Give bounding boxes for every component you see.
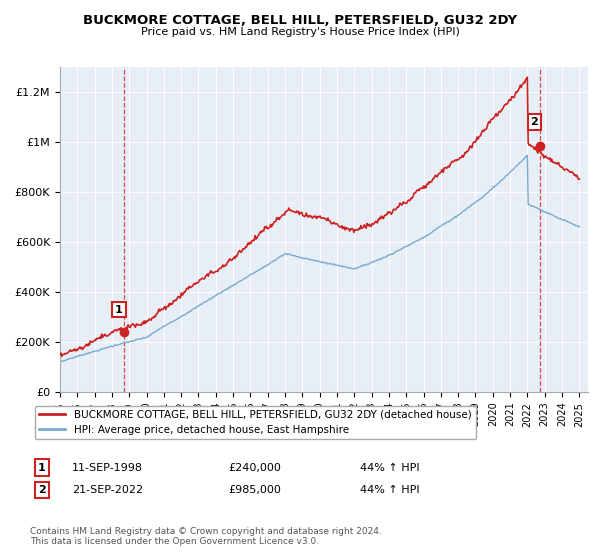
Legend: BUCKMORE COTTAGE, BELL HILL, PETERSFIELD, GU32 2DY (detached house), HPI: Averag: BUCKMORE COTTAGE, BELL HILL, PETERSFIELD…: [35, 405, 476, 439]
Text: BUCKMORE COTTAGE, BELL HILL, PETERSFIELD, GU32 2DY: BUCKMORE COTTAGE, BELL HILL, PETERSFIELD…: [83, 14, 517, 27]
Text: 11-SEP-1998: 11-SEP-1998: [72, 463, 143, 473]
Text: 2: 2: [38, 485, 46, 495]
Text: Contains HM Land Registry data © Crown copyright and database right 2024.
This d: Contains HM Land Registry data © Crown c…: [30, 526, 382, 546]
Text: £985,000: £985,000: [228, 485, 281, 495]
Text: 1: 1: [115, 305, 123, 315]
Text: Price paid vs. HM Land Registry's House Price Index (HPI): Price paid vs. HM Land Registry's House …: [140, 27, 460, 38]
Text: 2: 2: [530, 117, 538, 127]
Text: 1: 1: [38, 463, 46, 473]
Text: 44% ↑ HPI: 44% ↑ HPI: [360, 485, 419, 495]
Text: 44% ↑ HPI: 44% ↑ HPI: [360, 463, 419, 473]
Text: 21-SEP-2022: 21-SEP-2022: [72, 485, 143, 495]
Text: £240,000: £240,000: [228, 463, 281, 473]
